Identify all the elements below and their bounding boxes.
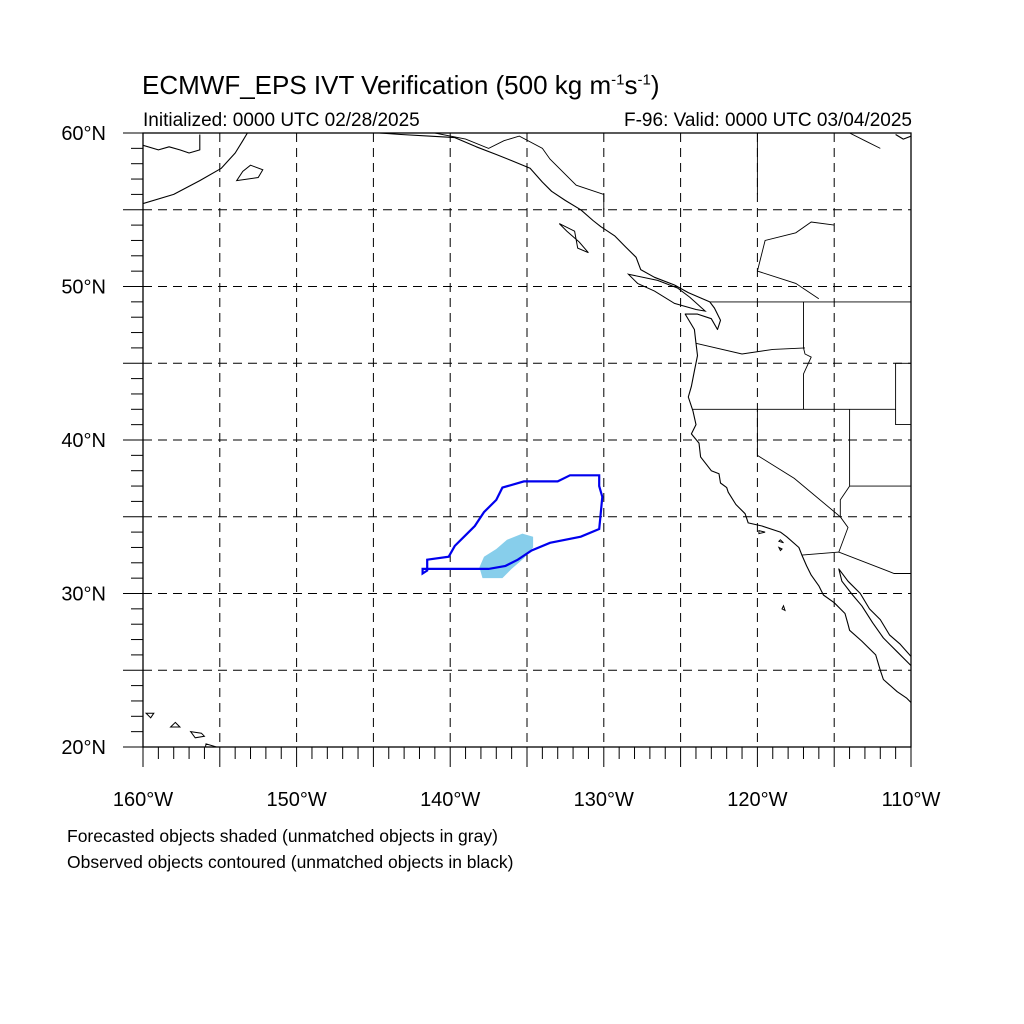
political-border [801, 551, 911, 574]
political-border [434, 133, 605, 210]
coastline [143, 134, 201, 154]
y-tick-label: 40°N [61, 430, 106, 452]
political-border [756, 409, 841, 518]
political-border [895, 363, 911, 426]
island-outline [781, 604, 786, 612]
island-outline [204, 743, 218, 747]
forecast-legend-note: Forecasted objects shaded (unmatched obj… [67, 826, 498, 846]
island-outline [558, 223, 589, 254]
map-coastlines [143, 133, 911, 747]
axis-ticks [123, 132, 912, 767]
page-title: ECMWF_EPS IVT Verification (500 kg m-1s-… [142, 70, 660, 100]
x-tick-label: 130°W [574, 789, 634, 811]
forecast-ivt-object [479, 533, 534, 579]
y-tick-label: 50°N [61, 277, 106, 299]
island-outline [144, 712, 155, 719]
coastline [143, 133, 248, 205]
political-border [803, 301, 812, 410]
axis-labels: 160°W 150°W 140°W 130°W 120°W 110°W 60°N 50°N 40… [61, 123, 940, 811]
island-outline [777, 539, 784, 544]
island-outline [626, 273, 707, 312]
island-outline [777, 546, 783, 552]
political-border [849, 133, 881, 149]
island-outline [758, 529, 766, 535]
island-outline [235, 164, 264, 182]
political-border [838, 409, 851, 553]
observed-ivt-contour [421, 474, 604, 576]
initialized-label: Initialized: 0000 UTC 02/28/2025 [143, 110, 420, 131]
y-tick-label: 60°N [61, 123, 106, 145]
y-tick-label: 20°N [61, 737, 106, 759]
coastline [838, 568, 911, 666]
island-outline [189, 730, 206, 739]
map-gridlines [143, 133, 911, 747]
x-tick-label: 110°W [882, 789, 941, 811]
political-border [756, 221, 835, 300]
island-outline [169, 721, 182, 728]
coastline [895, 134, 911, 140]
x-tick-label: 150°W [266, 789, 326, 811]
observed-legend-note: Observed objects contoured (unmatched ob… [67, 852, 514, 872]
valid-time-label: F-96: Valid: 0000 UTC 03/04/2025 [624, 110, 912, 131]
coastline [358, 133, 911, 703]
x-tick-label: 120°W [727, 789, 787, 811]
political-border [695, 342, 806, 355]
x-tick-label: 160°W [113, 789, 173, 811]
observed-objects [421, 474, 604, 576]
x-tick-label: 140°W [420, 789, 480, 811]
y-tick-label: 30°N [61, 584, 106, 606]
forecast-objects [479, 533, 534, 579]
